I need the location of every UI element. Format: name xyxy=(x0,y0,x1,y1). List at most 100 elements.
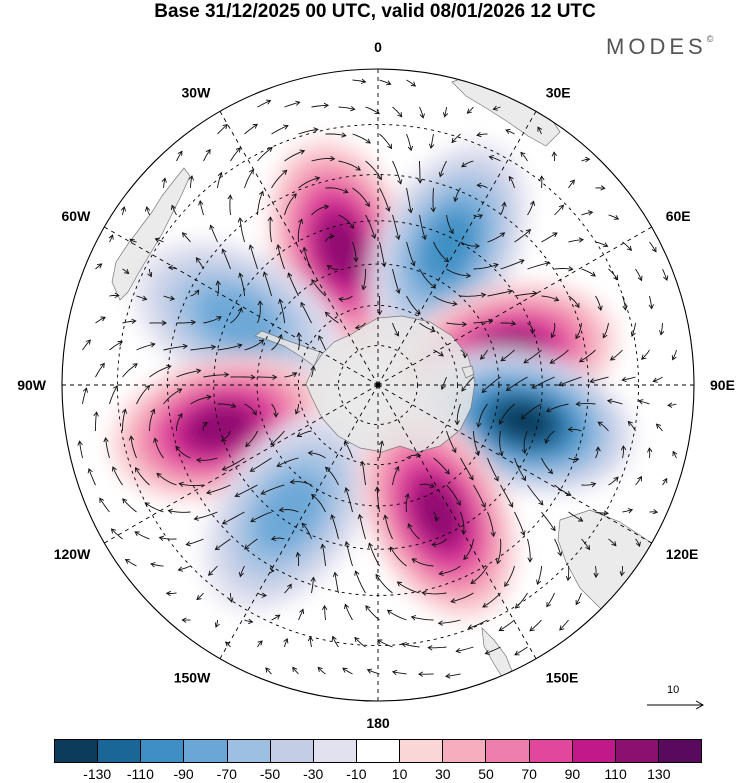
wind-arrow xyxy=(546,592,555,608)
wind-arrow xyxy=(557,376,582,387)
wind-arrow xyxy=(365,160,382,181)
wind-arrow xyxy=(500,259,525,270)
wind-arrow xyxy=(484,646,501,655)
wind-arrow xyxy=(597,421,609,432)
wind-arrow xyxy=(230,307,243,324)
wind-arrow xyxy=(338,105,356,112)
latitude-circle xyxy=(297,304,459,466)
wind-arrow xyxy=(109,385,118,405)
wind-arrow xyxy=(206,484,231,495)
latitude-circle xyxy=(213,220,543,550)
wind-arrow xyxy=(244,403,257,416)
wind-arrow xyxy=(495,538,502,565)
anomaly-contour xyxy=(186,405,252,451)
wind-arrow xyxy=(455,646,474,654)
wind-arrow xyxy=(460,292,487,298)
wind-arrow xyxy=(379,133,392,150)
wind-arrow xyxy=(419,214,427,241)
longitude-label: 120E xyxy=(666,546,699,562)
wind-arrow xyxy=(298,608,305,621)
wind-arrow xyxy=(214,619,220,628)
wind-arrow xyxy=(476,131,488,138)
wind-vectors xyxy=(77,78,678,679)
wind-arrow xyxy=(110,528,123,540)
wind-arrow xyxy=(529,619,542,632)
wind-arrow xyxy=(203,316,222,324)
wind-arrow xyxy=(244,538,258,550)
wind-arrow xyxy=(230,147,241,162)
wind-arrow xyxy=(249,457,272,472)
wind-arrow xyxy=(301,522,312,540)
wind-arrow xyxy=(652,376,663,383)
wind-arrow xyxy=(392,322,399,337)
wind-arrow xyxy=(122,268,130,275)
wind-arrow xyxy=(221,457,245,471)
colorbar-swatch xyxy=(313,740,357,762)
wind-arrow xyxy=(163,295,176,301)
wind-arrow xyxy=(504,565,515,588)
wind-arrow xyxy=(581,156,591,163)
wind-arrow xyxy=(487,511,496,538)
wind-arrow xyxy=(354,570,366,594)
wind-arrow xyxy=(521,403,542,420)
wind-arrow xyxy=(365,214,377,239)
wind-arrow xyxy=(559,619,569,631)
wind-arrow xyxy=(487,288,513,297)
wind-arrow xyxy=(401,642,420,648)
wind-arrow xyxy=(307,450,326,459)
wind-arrow xyxy=(476,403,488,428)
wind-arrow xyxy=(144,206,151,216)
wind-arrow xyxy=(460,511,467,536)
longitude-label: 120W xyxy=(54,546,91,562)
anomaly-negative xyxy=(202,412,375,613)
wind-arrow xyxy=(479,349,488,360)
wind-arrow xyxy=(554,204,564,216)
wind-arrow xyxy=(433,241,450,263)
wind-arrow xyxy=(136,295,148,301)
wind-arrow xyxy=(257,592,268,598)
south-america xyxy=(111,167,191,301)
wind-arrow xyxy=(438,565,461,577)
wind-arrow xyxy=(217,171,223,189)
longitude-label: 0 xyxy=(374,39,382,55)
wind-arrow xyxy=(581,268,596,277)
wind-arrow xyxy=(428,133,435,149)
colorbar-label: 50 xyxy=(478,766,494,782)
longitude-label: 180 xyxy=(366,715,390,731)
wind-arrow xyxy=(374,486,380,513)
wind-arrow xyxy=(310,365,316,378)
wind-arrow xyxy=(608,214,620,220)
wind-arrow xyxy=(300,301,312,324)
wind-arrow xyxy=(406,241,416,267)
wind-arrow xyxy=(541,232,558,243)
wind-arrow xyxy=(144,502,164,513)
wind-arrow xyxy=(365,106,380,115)
wind-arrow xyxy=(121,408,128,432)
wind-arrow xyxy=(527,322,536,335)
wind-arrow xyxy=(310,494,326,513)
wind-arrow xyxy=(338,160,361,171)
wind-arrow xyxy=(269,565,275,574)
wind-arrow xyxy=(244,618,254,625)
wind-arrow xyxy=(278,298,285,324)
colorbar xyxy=(54,739,702,763)
wind-arrow xyxy=(551,151,557,161)
wind-arrow xyxy=(498,619,515,632)
wind-arrow xyxy=(317,666,326,675)
wind-arrow xyxy=(325,132,347,138)
wind-arrow xyxy=(438,160,447,178)
colorbar-swatch xyxy=(615,740,659,762)
colorbar-label: 110 xyxy=(604,766,627,782)
longitude-labels: 0 30E 60E 90E 120E 150E 180 150W 120W 90W 60W 30W xyxy=(17,39,735,731)
wind-arrow xyxy=(406,295,421,315)
wind-arrow xyxy=(392,268,401,294)
wind-arrow xyxy=(454,403,461,426)
wind-arrow xyxy=(578,349,596,363)
wind-arrow xyxy=(167,264,177,271)
wind-arrow xyxy=(581,210,594,216)
wind-arrow xyxy=(214,538,231,551)
colorbar-label: -110 xyxy=(126,766,154,782)
wind-arrow xyxy=(257,190,264,216)
wind-arrow xyxy=(433,457,450,475)
colorbar-label: 70 xyxy=(521,766,537,782)
